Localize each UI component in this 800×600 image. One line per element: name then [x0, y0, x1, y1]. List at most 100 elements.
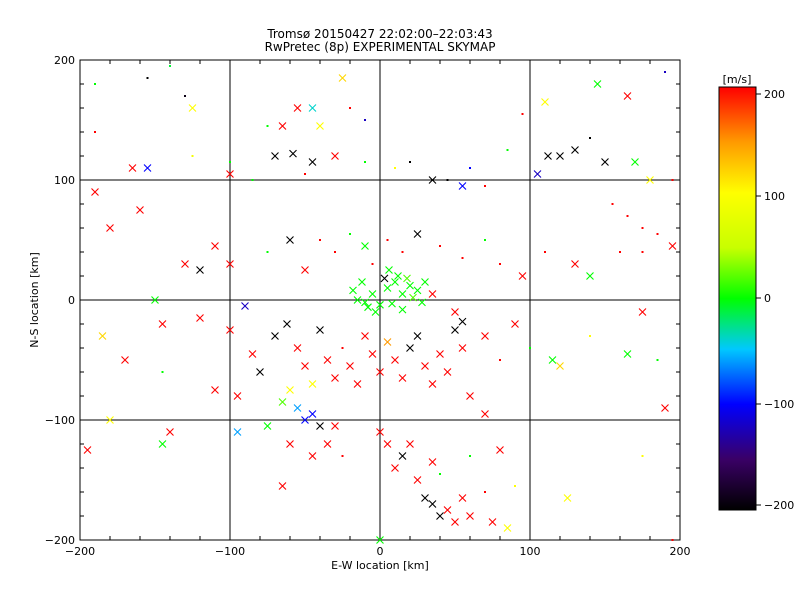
data-point-cross [338, 74, 347, 82]
data-point-dot [341, 347, 344, 349]
x-tick-label: 200 [670, 545, 691, 558]
data-point-cross [293, 104, 302, 112]
data-point-cross [293, 344, 302, 352]
x-tick-label: −100 [215, 545, 245, 558]
data-point-cross [418, 298, 426, 307]
data-point-cross [458, 182, 467, 190]
data-point-cross [563, 494, 572, 502]
data-point-cross [593, 80, 602, 88]
data-point-cross [308, 452, 317, 460]
data-point-cross [226, 326, 234, 334]
data-point-cross [548, 356, 557, 364]
data-point-dot [304, 173, 306, 175]
data-point-dot [161, 371, 164, 373]
data-point-cross [488, 518, 497, 526]
data-point-cross [391, 356, 399, 364]
data-point-dot [94, 131, 96, 133]
data-point-cross [346, 362, 354, 370]
data-point-cross [623, 92, 632, 100]
data-point-cross [151, 296, 159, 304]
data-point-cross [421, 362, 429, 370]
data-point-cross [301, 266, 309, 274]
data-point-dot [671, 539, 674, 541]
y-tick-label: 200 [54, 54, 75, 67]
data-point-cross [286, 440, 294, 448]
data-point-cross [293, 404, 302, 412]
data-point-dot [521, 113, 524, 115]
data-point-cross [451, 308, 459, 316]
data-point-cross [601, 158, 609, 166]
data-point-cross [278, 482, 287, 490]
data-point-cross [316, 422, 324, 430]
colorbar-tick-label: 200 [764, 88, 785, 101]
data-point-cross [316, 122, 324, 130]
data-point-cross [368, 290, 377, 298]
data-point-cross [301, 416, 309, 424]
data-point-cross [361, 242, 369, 250]
data-point-dot [266, 125, 269, 127]
y-tick-label: −100 [45, 414, 75, 427]
data-point-cross [364, 303, 372, 312]
data-point-dot [184, 95, 186, 97]
data-point-cross [368, 350, 377, 358]
data-point-dot [656, 359, 659, 361]
data-point-cross [481, 332, 489, 340]
data-point-dot [641, 227, 644, 229]
data-point-cross [211, 386, 219, 394]
data-point-cross [358, 278, 366, 286]
data-point-cross [443, 368, 452, 376]
data-point-dot [146, 77, 149, 79]
data-point-cross [496, 446, 504, 454]
data-point-dot [514, 485, 516, 487]
data-point-cross [421, 494, 429, 502]
y-tick-label: 0 [68, 294, 75, 307]
data-point-dot [544, 251, 546, 253]
data-point-cross [233, 392, 242, 400]
data-point-cross [98, 332, 107, 340]
data-point-dot [589, 335, 591, 337]
data-point-cross [398, 305, 407, 314]
data-point-dot [626, 215, 629, 217]
data-point-cross [331, 422, 339, 430]
y-axis-label: N-S location [km] [28, 252, 41, 348]
data-point-cross [571, 146, 579, 154]
data-point-dot [656, 233, 659, 235]
data-point-dot [439, 245, 441, 247]
data-point-cross [376, 536, 384, 544]
data-points [83, 65, 677, 544]
data-point-dot [461, 257, 464, 259]
data-point-dot [401, 251, 404, 253]
colorbar-ticks [756, 93, 761, 506]
data-point-cross [503, 524, 512, 532]
data-point-cross [380, 274, 389, 283]
data-point-cross [233, 428, 242, 436]
data-point-cross [106, 416, 114, 424]
data-point-cross [403, 274, 411, 283]
data-point-cross [166, 428, 174, 436]
data-point-cross [398, 452, 407, 460]
data-point-cross [413, 332, 422, 340]
colorbar [718, 86, 757, 511]
data-point-cross [406, 281, 414, 290]
data-point-cross [376, 428, 384, 436]
data-point-cross [428, 290, 437, 298]
data-point-cross [136, 206, 144, 214]
data-point-dot [266, 251, 269, 253]
data-point-cross [638, 308, 647, 316]
data-point-cross [158, 320, 167, 328]
data-point-cross [391, 278, 399, 286]
chart-subtitle: RwPretec (8p) EXPERIMENTAL SKYMAP [265, 40, 496, 54]
data-point-dot [664, 71, 666, 73]
data-point-cross [458, 344, 467, 352]
data-point-cross [409, 293, 417, 302]
data-point-cross [413, 476, 422, 484]
data-point-cross [286, 236, 294, 244]
data-point-cross [271, 152, 279, 160]
data-point-dot [251, 179, 254, 181]
data-point-cross [466, 512, 474, 520]
data-point-dot [169, 65, 171, 67]
x-tick-label: 100 [520, 545, 541, 558]
data-point-cross [556, 362, 564, 370]
data-point-cross [83, 446, 92, 454]
